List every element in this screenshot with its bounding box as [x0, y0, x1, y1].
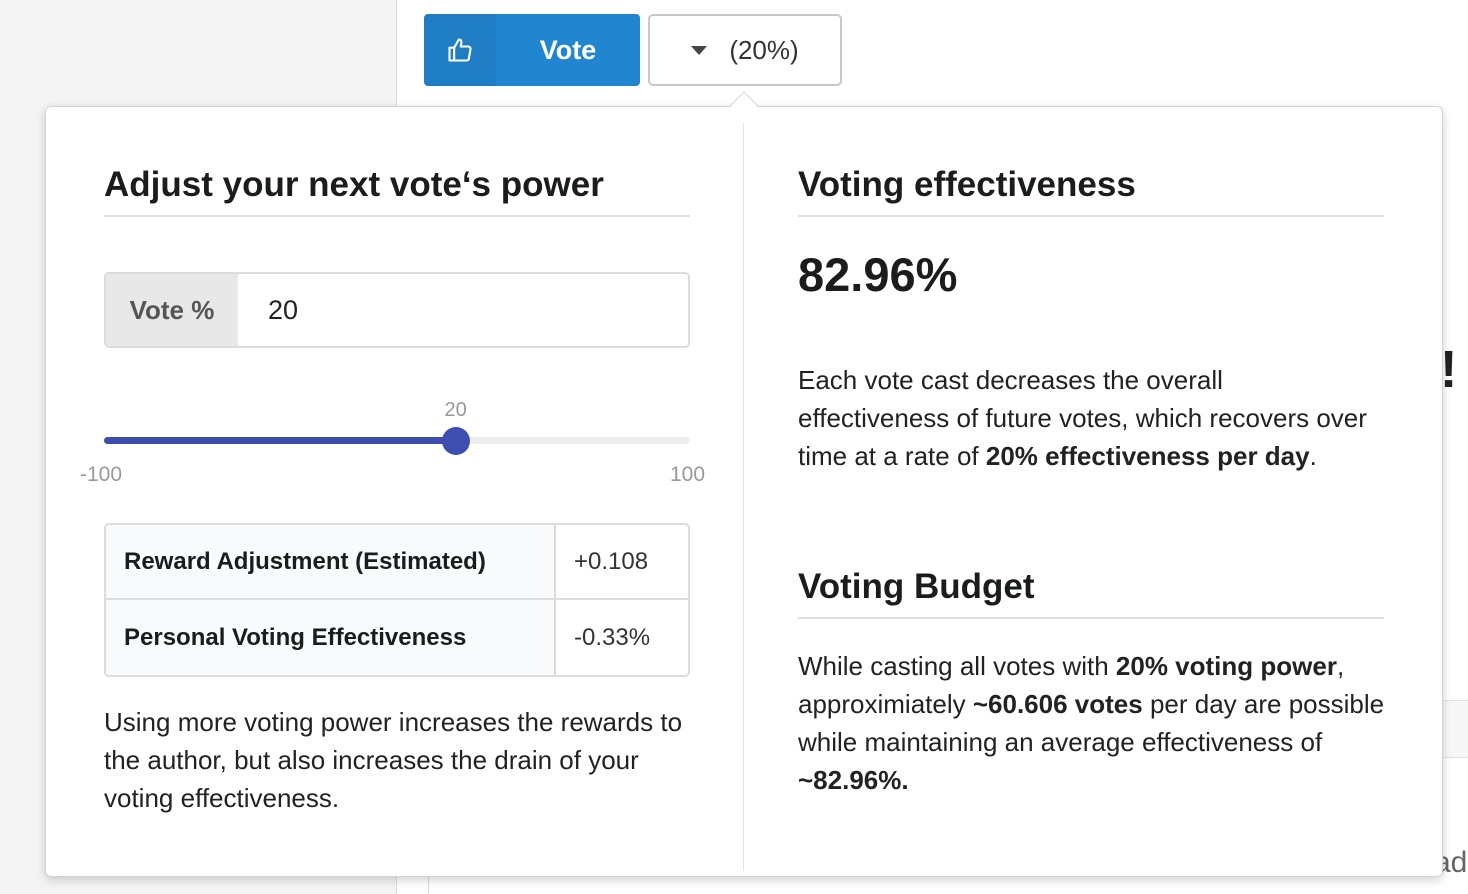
effectiveness-rate: 20% effectiveness per day: [985, 441, 1310, 471]
effectiveness-text: Each vote cast decreases the overall eff…: [798, 365, 1367, 471]
voting-effectiveness-title: Voting effectiveness: [798, 165, 1384, 217]
vote-button[interactable]: Vote: [424, 14, 640, 86]
adjust-power-title: Adjust your next vote‘s power: [104, 165, 690, 217]
vote-button-label: Vote: [539, 34, 597, 65]
column-divider: [743, 123, 744, 871]
slider-fill: [104, 437, 456, 444]
vote-percent-input-group: Vote %: [104, 272, 690, 348]
vote-percent-input[interactable]: [238, 274, 688, 346]
thumbs-up-icon: [424, 14, 496, 86]
vote-weight-label: (20%): [729, 34, 799, 65]
vote-percent-label: Vote %: [106, 274, 238, 346]
background-heading-fragment: !: [1440, 341, 1458, 399]
personal-effectiveness-label: Personal Voting Effectiveness: [106, 600, 556, 675]
budget-text: per day are possible while maintaining a…: [798, 689, 1385, 757]
power-description: Using more voting power increases the re…: [104, 707, 683, 813]
vote-weight-dropdown[interactable]: (20%): [648, 14, 842, 86]
effectiveness-text-end: .: [1309, 441, 1317, 471]
budget-votes-per-day: ~60.606 votes: [972, 689, 1143, 719]
slider-min-label: -100: [80, 463, 123, 486]
background-band: [1440, 700, 1468, 758]
effectiveness-description: Each vote cast decreases the overall eff…: [798, 361, 1378, 475]
caret-down-icon: [691, 45, 708, 55]
slider-max-label: 100: [670, 463, 706, 486]
budget-text: , approximiately: [798, 651, 1345, 719]
budget-average-effectiveness: ~82.96%.: [798, 765, 909, 795]
vote-stats-table: Reward Adjustment (Estimated) +0.108 Per…: [104, 523, 690, 677]
slider-value-label: 20: [444, 399, 467, 421]
table-row: Reward Adjustment (Estimated) +0.108: [106, 525, 688, 600]
vote-power-popup: Adjust your next vote‘s power Vote % 20 …: [45, 106, 1443, 877]
voting-budget-title: Voting Budget: [798, 567, 1384, 619]
background-card-edge: [428, 876, 1438, 894]
budget-description: While casting all votes with 20% voting …: [798, 647, 1388, 799]
vote-power-slider[interactable]: 20: [104, 399, 690, 455]
reward-adjustment-value: +0.108: [556, 525, 688, 600]
slider-thumb[interactable]: [441, 427, 470, 455]
budget-text: While casting all votes with: [798, 651, 1116, 681]
budget-voting-power: 20% voting power: [1115, 651, 1337, 681]
effectiveness-value: 82.96%: [798, 248, 958, 301]
table-row: Personal Voting Effectiveness -0.33%: [106, 600, 688, 675]
reward-adjustment-label: Reward Adjustment (Estimated): [106, 525, 556, 600]
personal-effectiveness-value: -0.33%: [574, 623, 651, 651]
